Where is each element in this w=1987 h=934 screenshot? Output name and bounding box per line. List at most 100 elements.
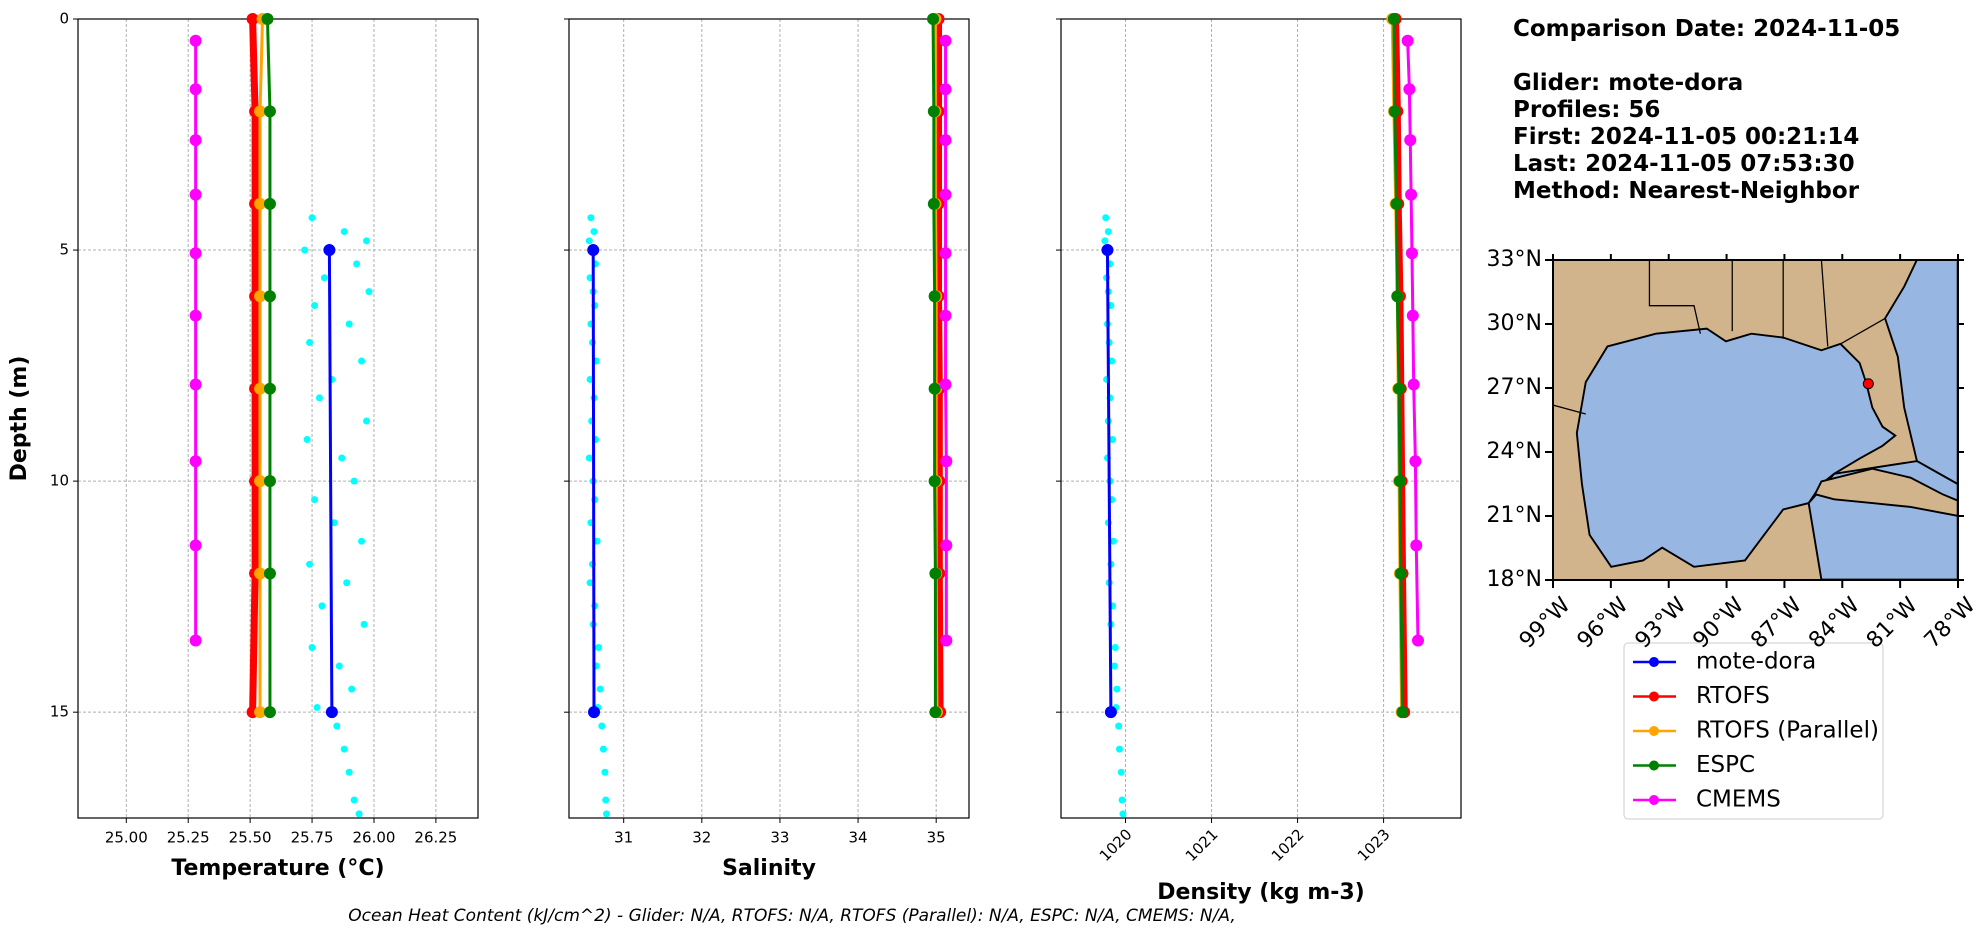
profile-marker	[263, 290, 276, 303]
profile-line	[944, 40, 948, 641]
profile-line	[931, 18, 937, 713]
profile-marker	[1411, 634, 1424, 647]
glider-point	[311, 496, 319, 504]
x-tick-label: 1021	[1182, 825, 1222, 865]
glider-point	[601, 768, 609, 776]
profile-line	[1105, 250, 1113, 713]
x-tick-label: 26.25	[414, 829, 457, 847]
x-tick-label: 25.50	[229, 829, 272, 847]
profile-marker	[929, 567, 942, 580]
info-line: Profiles: 56	[1513, 97, 1660, 123]
plot-frame	[568, 18, 970, 819]
profile-marker	[1405, 188, 1418, 201]
x-axis-label: Density (kg m-3)	[1157, 880, 1365, 905]
glider-point	[348, 685, 356, 693]
glider-point	[1118, 796, 1126, 804]
x-tick-label: 25.75	[291, 829, 334, 847]
legend-box	[1623, 642, 1884, 820]
profile-marker	[939, 378, 952, 391]
y-tick-label: 0	[59, 10, 69, 28]
glider-point	[1104, 228, 1112, 236]
x-tick-label: 26.00	[352, 829, 395, 847]
profile-marker	[1394, 567, 1407, 580]
info-line: Last: 2024-11-05 07:53:30	[1513, 151, 1855, 177]
glider-point	[333, 722, 341, 730]
glider-point	[585, 237, 593, 245]
profile-marker	[1387, 13, 1400, 25]
y-tick-label: 18°N	[1487, 567, 1542, 592]
profile-marker	[1410, 539, 1423, 552]
profile-marker	[940, 634, 953, 647]
glider-point	[603, 810, 610, 818]
glider-point	[330, 519, 338, 527]
profile-marker	[325, 706, 338, 719]
profile-marker	[1104, 706, 1117, 719]
profile-line	[1392, 18, 1405, 713]
profile-marker	[189, 247, 202, 260]
glider-point	[602, 796, 610, 804]
profile-marker	[189, 455, 202, 468]
glider-point	[1101, 237, 1109, 245]
y-tick-label: 21°N	[1487, 503, 1542, 528]
x-tick-label: 1022	[1268, 825, 1308, 865]
profile-marker	[254, 706, 267, 719]
glider-point	[1115, 745, 1123, 753]
x-axis-label: Temperature (°C)	[171, 856, 384, 881]
info-line: Glider: mote-dora	[1513, 70, 1743, 96]
x-tick-label: 1020	[1096, 825, 1136, 865]
profile-marker	[323, 244, 336, 257]
profile-marker	[189, 34, 202, 47]
glider-point	[353, 260, 361, 268]
info-line: Method: Nearest-Neighbor	[1513, 178, 1860, 204]
glider-point	[1115, 722, 1123, 730]
legend-marker	[1649, 691, 1659, 702]
glider-point	[1108, 357, 1116, 365]
x-tick-label: 99°W	[1515, 593, 1576, 654]
y-tick-label: 33°N	[1487, 247, 1542, 272]
profile-marker	[927, 105, 940, 118]
glider-point	[363, 417, 371, 425]
profile-marker	[1406, 309, 1419, 322]
y-tick-label: 30°N	[1487, 311, 1542, 336]
x-tick-label: 1023	[1354, 825, 1394, 865]
info-line: First: 2024-11-05 00:21:14	[1513, 124, 1859, 150]
profile-marker	[928, 290, 941, 303]
profile-marker	[1407, 378, 1420, 391]
profile-marker	[263, 105, 276, 118]
y-axis-label: Depth (m)	[7, 356, 32, 482]
glider-point	[1111, 643, 1119, 651]
profile-marker	[939, 134, 952, 147]
y-tick-label: 5	[59, 241, 69, 259]
glider-point	[590, 228, 598, 236]
profile-marker	[254, 290, 267, 303]
glider-point	[306, 338, 314, 346]
profile-marker	[189, 309, 202, 322]
info-date: Comparison Date: 2024-11-05	[1513, 16, 1900, 42]
profile-marker	[189, 83, 202, 96]
profile-marker	[940, 539, 953, 552]
x-tick-label: 31	[614, 829, 633, 847]
glider-point	[318, 602, 326, 610]
glider-point	[355, 810, 363, 818]
profile-line	[591, 250, 596, 713]
glider-point	[358, 357, 366, 365]
legend-label: ESPC	[1696, 752, 1755, 778]
glider-point	[358, 537, 366, 545]
profile-marker	[189, 634, 202, 647]
profile-marker	[1388, 105, 1401, 118]
y-tick-label: 10	[50, 472, 69, 490]
glider-point	[1117, 768, 1125, 776]
profile-marker	[1393, 382, 1406, 395]
x-tick-label: 81°W	[1862, 593, 1923, 654]
profile-marker	[939, 188, 952, 201]
glider-point	[308, 643, 316, 651]
profile-marker	[261, 13, 274, 25]
x-tick-label: 32	[692, 829, 711, 847]
profile-marker	[254, 197, 267, 210]
profile-marker	[189, 378, 202, 391]
profile-marker	[1401, 34, 1414, 47]
glider-point	[585, 454, 593, 462]
profile-marker	[939, 309, 952, 322]
glider-point	[320, 274, 328, 282]
